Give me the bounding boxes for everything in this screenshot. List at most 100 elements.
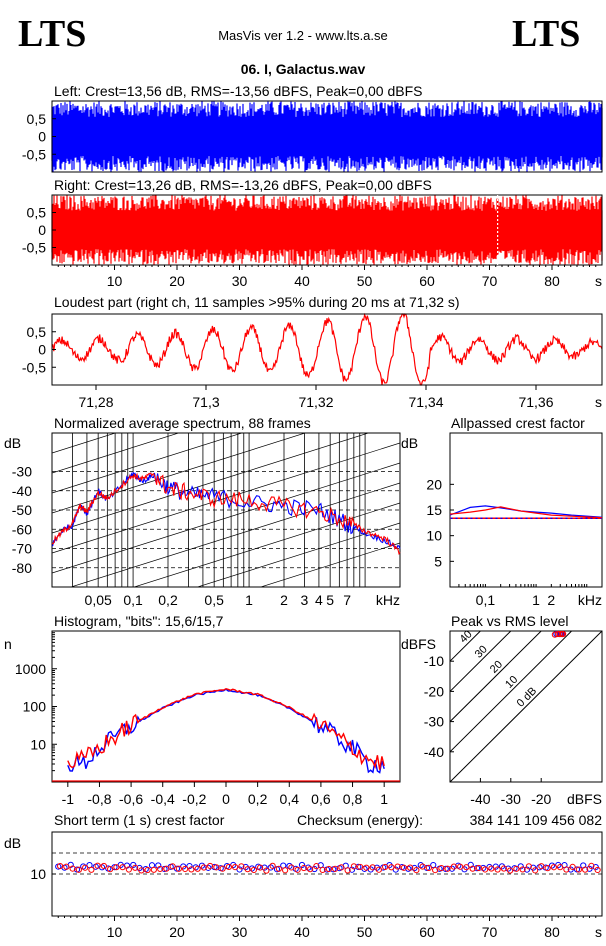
allpassed-plot: 20 15 10 5 0,1 1 2 kHz [426, 432, 603, 608]
allpassed-ytick-label: 15 [426, 502, 442, 518]
short-term-point [569, 863, 576, 871]
short-term-point [119, 864, 126, 871]
short-term-ylabel: dB [4, 835, 21, 851]
histogram-plot: 1000 100 10 -1 -0,8 -0,6 -0,4 -0,2 0 0,2 0,4 0,6 0,8… [15, 630, 401, 807]
short-term-point [332, 865, 339, 872]
time-xtick-label: 80 [544, 273, 560, 289]
spectrum-slope-line [52, 433, 180, 474]
peak-rms-diagonal [450, 631, 572, 753]
spectrum-ytick-label: -50 [12, 502, 32, 518]
short-term-point [263, 867, 270, 874]
short-term-point [369, 864, 376, 871]
loudest-part-title: Loudest part (right ch, 11 samples >95% … [54, 294, 460, 310]
short-term-point [469, 865, 476, 872]
short-term-point [213, 864, 220, 871]
histogram-ytick-label: 100 [23, 699, 47, 715]
short-term-point [269, 862, 276, 869]
short-term-point [261, 864, 268, 871]
time-xtick-label: 30 [232, 273, 248, 289]
short-term-xtick-label: 50 [357, 924, 373, 940]
allpassed-ylabel: dB [401, 435, 418, 451]
short-term-point [373, 864, 381, 871]
spectrum-ytick-label: -80 [12, 560, 32, 576]
loudest-ytick-label: 0,5 [27, 324, 47, 340]
short-term-point [182, 865, 189, 873]
histogram-xtick-label: 0,4 [280, 791, 300, 807]
short-term-point [188, 866, 195, 873]
short-term-point [169, 863, 176, 870]
short-term-point [450, 863, 457, 870]
histogram-xtick-label: 0,8 [343, 791, 363, 807]
spectrum-slope-line [259, 542, 400, 587]
short-term-xtick-label: 10 [107, 924, 123, 940]
short-term-xtick-label: 30 [232, 924, 248, 940]
histogram-xtick-label: -0,4 [151, 791, 175, 807]
short-term-point [250, 866, 257, 874]
short-term-point [200, 864, 207, 871]
short-term-point [107, 866, 114, 873]
peak-rms-point [559, 630, 567, 638]
spectrum-series-0 [51, 471, 401, 549]
spectrum-slope-line [196, 522, 400, 587]
right-waveform [51, 195, 603, 265]
short-term-point [482, 866, 489, 873]
spectrum-slope-line [52, 433, 243, 494]
spectrum-xtick-label: 0,1 [123, 592, 143, 608]
short-term-point [113, 864, 120, 871]
short-term-xunit: s [595, 924, 602, 940]
spectrum-ytick-label: -60 [12, 521, 32, 537]
short-term-point [82, 864, 89, 871]
short-term-point [550, 864, 557, 871]
time-xunit: s [595, 273, 602, 289]
time-xtick-label: 70 [482, 273, 498, 289]
short-term-xtick-label: 60 [419, 924, 435, 940]
loudest-xtick-label: 71,36 [518, 394, 553, 410]
left-ytick-label: 0 [38, 129, 46, 145]
histogram-frame [51, 630, 401, 783]
peak-rms-diagonal-label: 20 [488, 659, 505, 676]
loudest-xunit: s [595, 394, 602, 410]
short-term-point [463, 864, 470, 871]
spectrum-ylabel: dB [4, 435, 21, 451]
short-term-point [348, 866, 356, 873]
short-term-point [500, 865, 507, 872]
histogram-xtick-label: -1 [62, 791, 75, 807]
histogram-xtick-label: 1 [380, 791, 388, 807]
short-term-xtick-label: 80 [544, 924, 560, 940]
short-term-point [344, 867, 351, 874]
peak-rms-title: Peak vs RMS level [451, 613, 568, 629]
short-term-point [350, 863, 357, 870]
short-term-point [548, 862, 556, 869]
allpassed-xunit: kHz [578, 592, 602, 608]
short-term-point [519, 866, 526, 873]
loudest-xtick-label: 71,28 [78, 394, 113, 410]
short-term-point [425, 864, 432, 872]
short-term-point [75, 866, 82, 873]
histogram-xtick-label: -0,2 [182, 791, 206, 807]
short-term-point [69, 865, 76, 872]
left-ytick-label: 0,5 [27, 111, 47, 127]
short-term-point [138, 867, 145, 874]
allpassed-ytick-label: 20 [426, 476, 442, 492]
spectrum-xtick-label: 0,5 [204, 592, 224, 608]
short-term-point [525, 863, 532, 870]
checksum-value: 384 141 109 456 082 [470, 812, 603, 828]
spectrum-xtick-label: 1 [245, 592, 253, 608]
peak-rms-xtick-label: -20 [531, 791, 551, 807]
time-xtick-label: 10 [107, 273, 123, 289]
short-term-point [475, 864, 482, 872]
short-term-point [400, 864, 407, 871]
loudest-frame [51, 313, 603, 386]
peak-rms-diagonal-label: 10 [503, 674, 520, 691]
loudest-xtick-label: 71,3 [192, 394, 219, 410]
short-term-point [494, 866, 501, 873]
short-term-point [375, 866, 382, 873]
short-term-point [232, 864, 239, 871]
peak-rms-ytick-label: -10 [424, 653, 444, 669]
spectrum-slope-line [69, 482, 400, 587]
allpassed-series-1 [449, 506, 603, 519]
allpassed-xtick-label: 0,1 [476, 592, 496, 608]
spectrum-xtick-label: 2 [280, 592, 288, 608]
short-term-ytick-label: 10 [30, 866, 46, 882]
histogram-xtick-label: 0 [222, 791, 230, 807]
